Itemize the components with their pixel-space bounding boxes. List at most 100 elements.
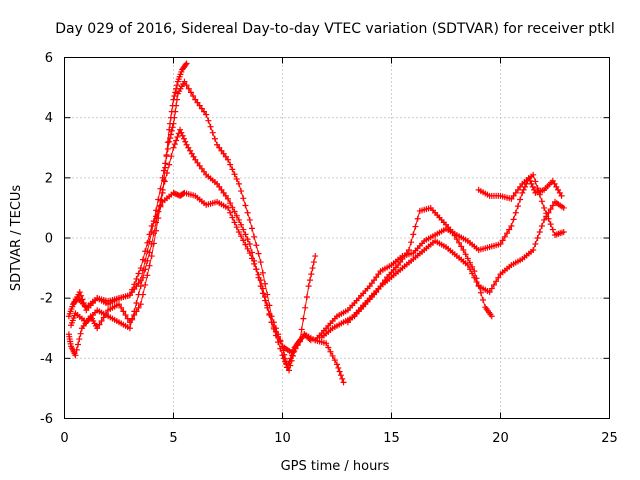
data-point [520,186,527,193]
data-point [375,271,382,278]
data-point [167,120,174,127]
data-point [399,256,406,263]
data-point [553,183,560,190]
data-point [139,267,146,274]
data-point [126,319,133,326]
data-point [137,301,144,308]
data-point [175,130,182,137]
data-point [142,281,149,288]
data-point [401,253,408,260]
data-point [170,96,177,103]
data-point [222,192,229,199]
data-point [501,233,508,240]
data-point [126,292,133,299]
data-point [532,241,539,248]
data-point [458,243,465,250]
data-point [469,270,476,277]
data-point [148,222,155,229]
data-point [150,240,157,247]
data-point [238,221,245,228]
data-point [72,352,79,359]
data-point [144,272,151,279]
data-point [227,161,234,168]
data-point [102,310,109,317]
data-point [81,303,88,310]
data-point [233,212,240,219]
data-point [171,141,178,148]
series-4 [65,60,190,359]
data-point [279,352,286,359]
data-point [203,111,210,118]
y-axis-label: SDTVAR / TECUs [9,185,24,292]
data-point [508,195,515,202]
data-point [182,61,189,68]
data-point [135,304,142,311]
data-point [227,200,234,207]
x-axis-label: GPS time / hours [281,459,390,474]
data-point [541,216,548,223]
plot-data [65,60,567,386]
data-point [155,196,162,203]
axes: 0 5 10 15 20 25 -6 -4 -2 0 2 4 6 [40,51,618,446]
data-point [180,135,187,142]
data-point [166,161,173,168]
x-tick-label: 20 [492,431,509,446]
data-point [303,293,310,300]
data-point [216,144,223,151]
data-point [77,330,84,337]
data-point [244,245,251,252]
data-point [194,99,201,106]
data-point [512,189,519,196]
data-point [120,308,127,315]
data-point [251,257,258,264]
data-point [371,277,378,284]
data-point [196,102,203,109]
data-point [122,312,129,319]
data-point [172,89,179,96]
data-point [139,291,146,298]
data-point [251,233,258,240]
data-point [94,325,101,332]
data-point [268,313,275,320]
data-point [495,274,502,281]
data-point [296,337,303,344]
data-point [257,259,264,266]
data-point [214,141,221,148]
data-point [255,250,262,257]
data-point [395,262,402,269]
data-point [135,270,142,277]
data-point [551,180,558,187]
data-point [240,226,247,233]
data-point [453,236,460,243]
data-point [277,337,284,344]
data-point [286,367,293,374]
data-point [181,78,188,85]
data-point [192,96,199,103]
data-point [287,362,294,369]
data-point [368,280,375,287]
data-point [131,312,138,319]
data-point [73,346,80,353]
data-point [248,249,255,256]
data-point [229,204,236,211]
data-point [133,308,140,315]
data-point [323,340,330,347]
data-point [225,195,231,202]
data-point [231,171,238,178]
data-point [133,275,140,282]
data-point [222,153,229,160]
data-point [171,93,178,100]
series-6 [318,204,495,341]
data-point [169,124,176,131]
data-point [272,325,279,332]
data-point [257,283,264,290]
data-point [460,247,467,254]
series-8 [475,171,567,238]
grid [64,57,610,419]
data-point [153,207,160,214]
data-point [183,60,190,67]
data-point [514,203,521,210]
data-point [79,296,86,303]
data-point [146,238,153,245]
data-point [144,248,151,255]
